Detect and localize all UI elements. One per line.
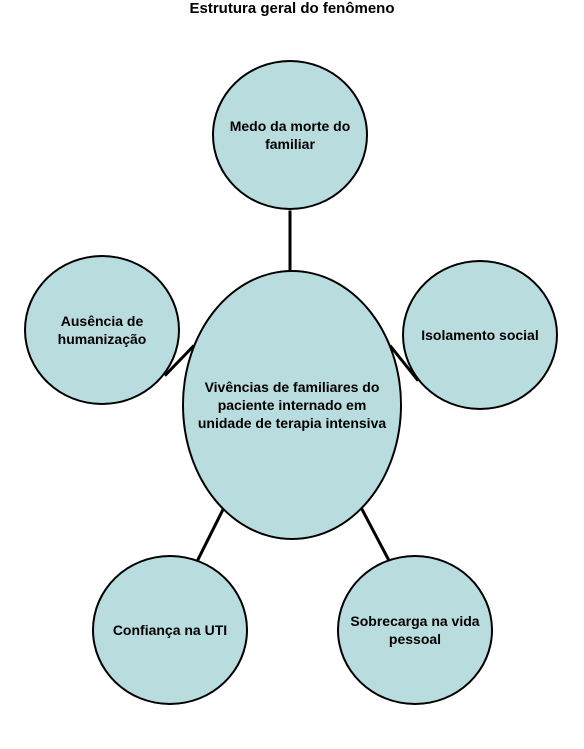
outer-node-top: Medo da morte do familiar (212, 60, 368, 210)
outer-node-right-label: Isolamento social (421, 326, 538, 344)
outer-node-bottom-right-label: Sobrecarga na vida pessoal (347, 612, 483, 648)
outer-node-bottom-left: Confiança na UTI (92, 555, 248, 705)
outer-node-bottom-right: Sobrecarga na vida pessoal (337, 555, 493, 705)
outer-node-left-label: Ausência de humanização (34, 312, 170, 348)
edge-bottom-left (194, 504, 227, 565)
center-node: Vivências de familiares do paciente inte… (182, 270, 402, 540)
outer-node-top-label: Medo da morte do familiar (222, 117, 358, 153)
center-node-label: Vivências de familiares do paciente inte… (194, 378, 390, 433)
diagram-title: Estrutura geral do fenômeno (0, 0, 584, 17)
outer-node-bottom-left-label: Confiança na UTI (113, 621, 227, 639)
outer-node-right: Isolamento social (402, 260, 558, 410)
outer-node-left: Ausência de humanização (24, 255, 180, 405)
edge-bottom-right (359, 504, 392, 562)
edge-top (289, 210, 292, 273)
